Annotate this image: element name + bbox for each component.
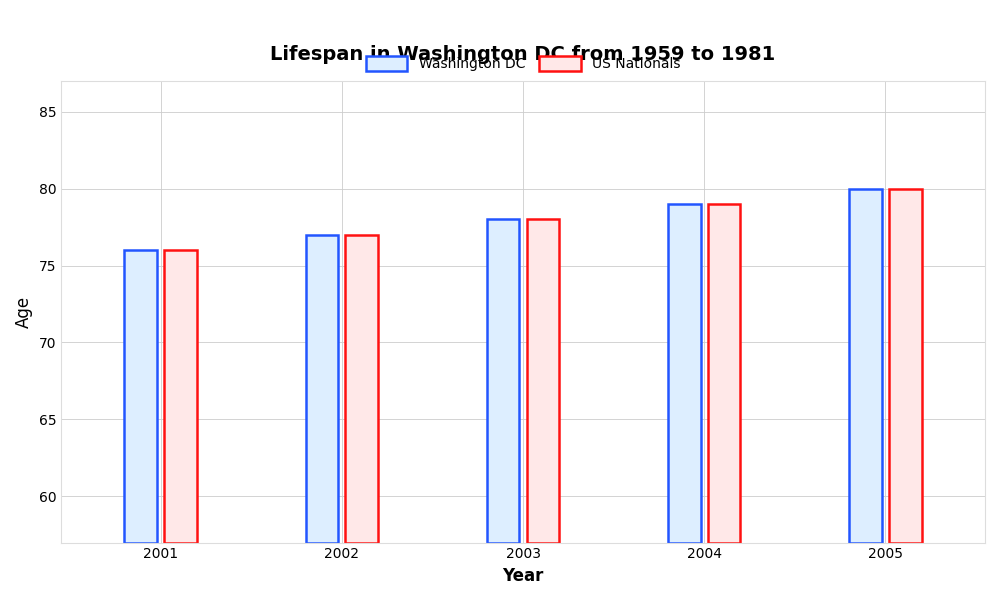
X-axis label: Year: Year (502, 567, 544, 585)
Bar (306, 235, 338, 542)
Bar (708, 204, 740, 542)
Bar (345, 235, 378, 542)
Bar (889, 188, 922, 542)
Y-axis label: Age: Age (15, 296, 33, 328)
Bar (849, 188, 882, 542)
Bar (668, 204, 701, 542)
Legend: Washington DC, US Nationals: Washington DC, US Nationals (360, 51, 686, 77)
Title: Lifespan in Washington DC from 1959 to 1981: Lifespan in Washington DC from 1959 to 1… (270, 45, 776, 64)
Bar (164, 250, 197, 542)
Bar (487, 220, 519, 542)
Bar (124, 250, 157, 542)
Bar (527, 220, 559, 542)
